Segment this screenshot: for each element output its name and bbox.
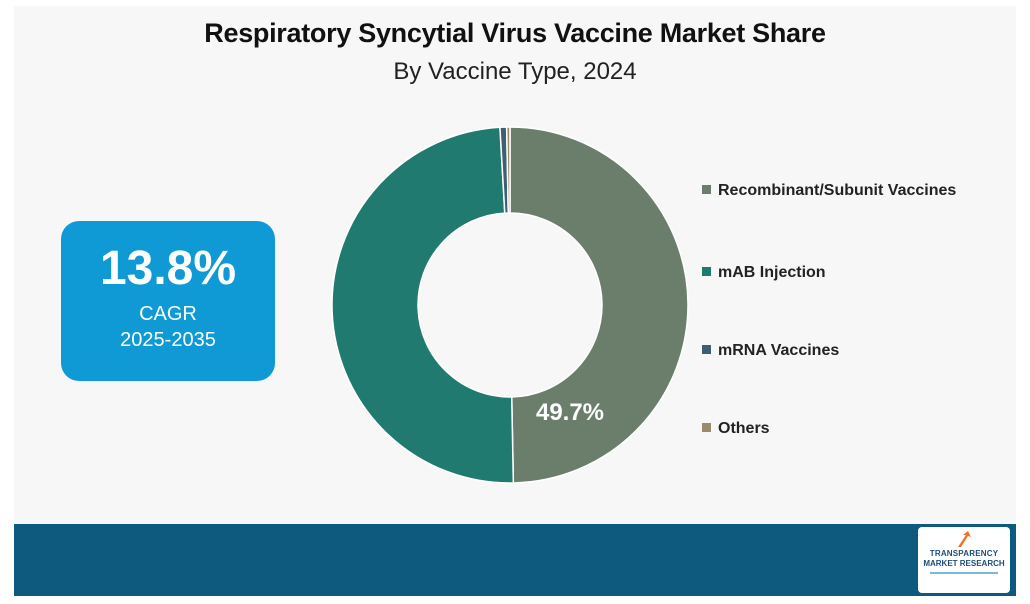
footer-band [14, 524, 1016, 596]
logo-text-line2: MARKET RESEARCH [923, 559, 1005, 568]
legend-item-recombinant: Recombinant/Subunit Vaccines [702, 182, 956, 200]
cagr-value: 13.8% [99, 242, 237, 295]
legend-swatch [702, 423, 711, 432]
legend-item-others: Others [702, 420, 770, 438]
legend-swatch [702, 185, 711, 194]
legend-label: mAB Injection [718, 264, 826, 281]
legend-label: Others [718, 420, 770, 437]
legend-swatch [702, 345, 711, 354]
legend-label: mRNA Vaccines [718, 342, 840, 359]
legend-item-mab: mAB Injection [702, 264, 826, 282]
data-label-recombinant: 49.7% [536, 399, 604, 426]
cagr-period: 2025-2035 [120, 329, 216, 351]
logo-divider [930, 572, 998, 574]
logo-text-line1: TRANSPARENCY [929, 549, 999, 558]
slice-others [505, 126, 511, 214]
cagr-label: CAGR [139, 303, 197, 325]
cagr-badge: 13.8% CAGR 2025-2035 [61, 221, 275, 381]
chart-title: Respiratory Syncytial Virus Vaccine Mark… [204, 18, 826, 48]
legend-swatch [702, 267, 711, 276]
legend-item-mrna: mRNA Vaccines [702, 342, 839, 360]
legend-label: Recombinant/Subunit Vaccines [718, 182, 957, 199]
donut-slices [331, 126, 689, 484]
slice-mab [331, 126, 515, 484]
brand-logo: TRANSPARENCY MARKET RESEARCH [918, 527, 1010, 593]
chart-subtitle: By Vaccine Type, 2024 [393, 58, 637, 85]
donut-data-labels: 49.7% [536, 399, 604, 426]
slice-recombinant [509, 126, 689, 484]
logo-arrow-icon [958, 531, 971, 547]
